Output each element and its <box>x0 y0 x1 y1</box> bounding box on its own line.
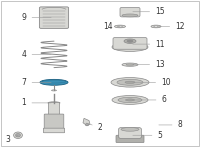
FancyBboxPatch shape <box>119 128 141 138</box>
FancyBboxPatch shape <box>39 7 69 28</box>
Ellipse shape <box>127 40 133 42</box>
Text: 2: 2 <box>87 123 102 132</box>
Circle shape <box>85 123 89 126</box>
Ellipse shape <box>112 96 148 104</box>
Ellipse shape <box>122 14 138 17</box>
FancyBboxPatch shape <box>120 7 140 17</box>
Ellipse shape <box>117 79 143 85</box>
Ellipse shape <box>126 99 134 101</box>
Ellipse shape <box>118 97 142 103</box>
Text: 4: 4 <box>22 50 51 59</box>
Ellipse shape <box>122 63 138 66</box>
Text: 9: 9 <box>22 13 51 22</box>
Text: 13: 13 <box>133 60 165 69</box>
FancyBboxPatch shape <box>113 37 147 49</box>
Text: 11: 11 <box>133 40 165 49</box>
Ellipse shape <box>48 102 60 104</box>
Ellipse shape <box>118 26 122 27</box>
Circle shape <box>14 132 22 138</box>
Text: 3: 3 <box>6 135 18 144</box>
Text: 6: 6 <box>133 95 166 105</box>
Text: 1: 1 <box>22 98 51 107</box>
Ellipse shape <box>40 79 68 85</box>
Ellipse shape <box>111 78 149 87</box>
Text: 5: 5 <box>133 131 162 140</box>
FancyBboxPatch shape <box>43 128 65 133</box>
FancyBboxPatch shape <box>48 102 60 118</box>
Text: 8: 8 <box>159 120 182 130</box>
Ellipse shape <box>114 25 126 28</box>
Ellipse shape <box>121 128 139 131</box>
Text: 7: 7 <box>22 78 51 87</box>
Ellipse shape <box>112 43 148 51</box>
Polygon shape <box>83 118 90 126</box>
Ellipse shape <box>151 25 161 28</box>
Ellipse shape <box>52 90 57 91</box>
Ellipse shape <box>126 64 134 65</box>
Text: 14: 14 <box>103 22 120 31</box>
Circle shape <box>16 133 20 137</box>
Text: 10: 10 <box>133 78 171 87</box>
Text: 12: 12 <box>159 22 185 31</box>
Ellipse shape <box>125 81 135 83</box>
FancyBboxPatch shape <box>116 135 144 143</box>
FancyBboxPatch shape <box>44 114 64 130</box>
Ellipse shape <box>124 39 136 43</box>
Ellipse shape <box>42 80 66 83</box>
Ellipse shape <box>154 26 158 27</box>
Text: 15: 15 <box>133 7 165 16</box>
